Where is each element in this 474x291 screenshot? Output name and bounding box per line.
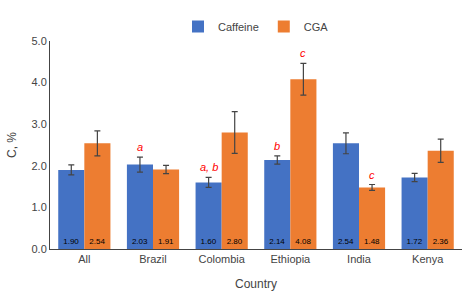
svg-text:c: c (300, 47, 306, 59)
svg-text:C, %: C, % (5, 132, 19, 158)
svg-text:All: All (78, 253, 90, 265)
svg-text:4.08: 4.08 (295, 237, 311, 246)
svg-text:3.0: 3.0 (32, 118, 47, 130)
svg-text:2.36: 2.36 (433, 237, 449, 246)
svg-text:CGA: CGA (304, 21, 329, 33)
svg-text:2.0: 2.0 (32, 160, 47, 172)
svg-text:Kenya: Kenya (412, 253, 444, 265)
svg-text:Brazil: Brazil (139, 253, 167, 265)
svg-text:India: India (347, 253, 372, 265)
svg-text:Country: Country (235, 277, 277, 291)
svg-text:1.91: 1.91 (158, 237, 174, 246)
svg-text:2.54: 2.54 (338, 237, 354, 246)
svg-text:b: b (274, 140, 280, 152)
svg-text:4.0: 4.0 (32, 76, 47, 88)
svg-text:2.54: 2.54 (89, 237, 105, 246)
svg-text:Caffeine: Caffeine (218, 21, 259, 33)
svg-text:1.48: 1.48 (364, 237, 380, 246)
svg-text:2.80: 2.80 (227, 237, 243, 246)
svg-text:1.0: 1.0 (32, 201, 47, 213)
svg-text:0.0: 0.0 (32, 243, 47, 255)
svg-text:Colombia: Colombia (198, 253, 245, 265)
svg-text:a: a (137, 141, 143, 153)
svg-text:Ethiopia: Ethiopia (270, 253, 311, 265)
svg-text:1.60: 1.60 (201, 237, 217, 246)
svg-text:5.0: 5.0 (32, 35, 47, 47)
svg-text:c: c (369, 169, 375, 181)
svg-text:2.14: 2.14 (269, 237, 285, 246)
svg-text:2.03: 2.03 (132, 237, 148, 246)
svg-text:a, b: a, b (200, 161, 218, 173)
svg-text:1.72: 1.72 (407, 237, 423, 246)
svg-text:1.90: 1.90 (63, 237, 79, 246)
